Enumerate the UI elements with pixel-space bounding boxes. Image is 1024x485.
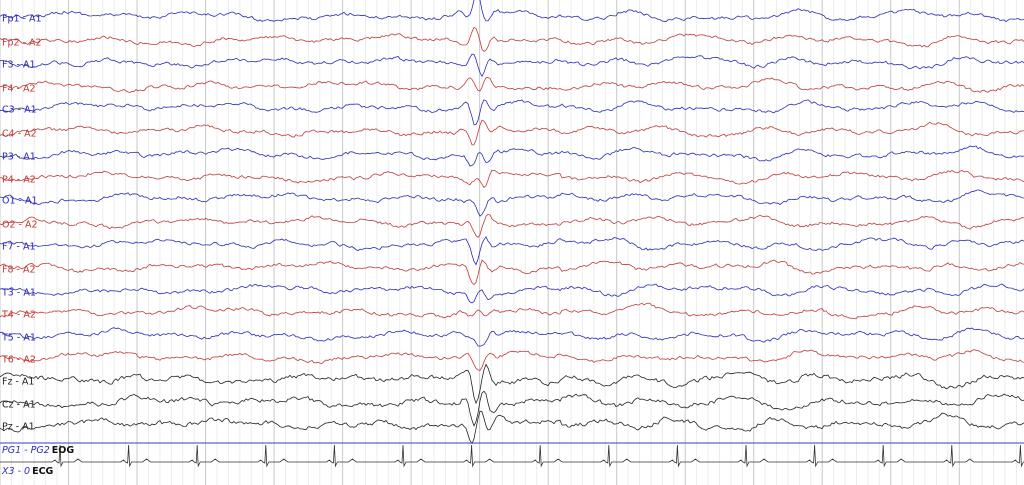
channel-label: X3 - 0 ECG xyxy=(1,466,54,477)
channel-label: F3 - A1 xyxy=(2,60,36,71)
derivation-label: X3 - 0 xyxy=(1,466,30,477)
eeg-trace xyxy=(0,119,1024,146)
eeg-trace xyxy=(0,169,1024,189)
channel-label: O1 - A1 xyxy=(2,196,38,207)
channel-label: F8 - A2 xyxy=(2,265,36,276)
channel-labels: Fp1 - A1 Fp2 - A2 F3 - A1 F4 - A2 C3 - A1 C4 … xyxy=(1,14,74,477)
eeg-trace xyxy=(0,259,1024,286)
channel-label: Cz - A1 xyxy=(2,400,36,411)
channel-label: P3 - A1 xyxy=(2,152,36,163)
channel-label: F4 - A2 xyxy=(2,84,36,95)
eeg-trace xyxy=(0,145,1024,167)
eeg-trace xyxy=(0,302,1024,320)
eeg-trace xyxy=(0,327,1024,347)
channel-label: P4 - A2 xyxy=(2,175,36,186)
eeg-trace xyxy=(0,99,1024,126)
eeg-trace xyxy=(0,349,1024,371)
ecg-trace xyxy=(0,444,1024,468)
channel-label: F7 - A1 xyxy=(2,242,36,253)
channel-label: Fp2 - A2 xyxy=(2,38,42,49)
eeg-trace xyxy=(0,26,1024,53)
eeg-trace xyxy=(0,77,1024,93)
eeg-trace xyxy=(0,189,1024,217)
eeg-trace xyxy=(0,410,1024,445)
signal-kind: EOG xyxy=(52,445,75,456)
derivation-label: PG1 - PG2 xyxy=(2,445,50,456)
channel-label: T3 - A1 xyxy=(1,288,36,299)
channel-label: T5 - A1 xyxy=(1,333,36,344)
eeg-trace xyxy=(0,0,1024,23)
eeg-trace xyxy=(0,236,1024,266)
channel-label: O2 - A2 xyxy=(2,220,38,231)
signal-kind: ECG xyxy=(32,466,53,477)
channel-label: Pz - A1 xyxy=(2,422,35,433)
eeg-trace xyxy=(0,283,1024,304)
traces xyxy=(0,0,1024,468)
eeg-trace xyxy=(0,363,1024,405)
channel-label: C4 - A2 xyxy=(2,129,37,140)
channel-label: T6 - A2 xyxy=(1,355,36,366)
channel-label: Fp1 - A1 xyxy=(2,14,42,25)
channel-label: Fz - A1 xyxy=(2,377,34,388)
channel-label: C3 - A1 xyxy=(2,105,37,116)
eeg-trace xyxy=(0,213,1024,238)
eeg-trace xyxy=(0,390,1024,427)
channel-label: T4 - A2 xyxy=(1,310,36,321)
channel-label: PG1 - PG2 EOG xyxy=(2,445,74,456)
eeg-trace xyxy=(0,53,1024,78)
